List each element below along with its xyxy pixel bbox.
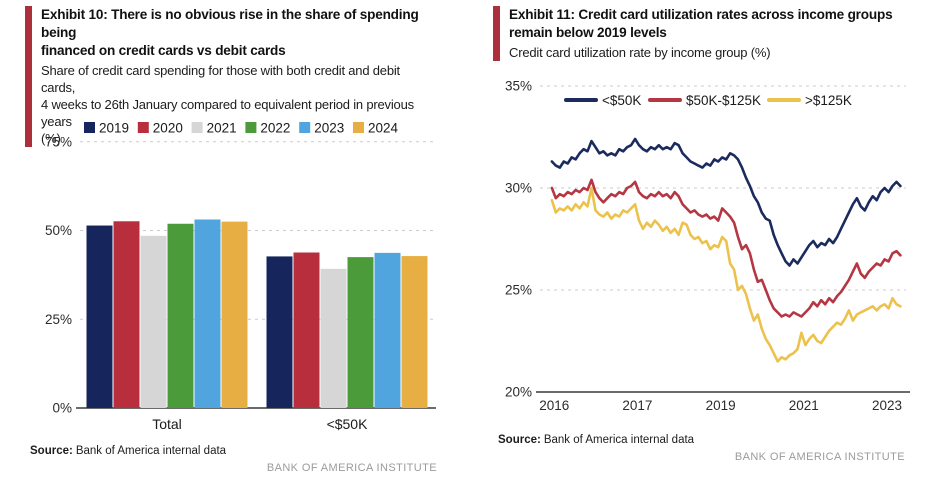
exhibit-10-accent-bar: [25, 6, 32, 147]
y-tick-label-75: 75%: [45, 134, 72, 149]
legend-swatch-2021: [191, 122, 203, 133]
category-label-0: Total: [152, 416, 182, 432]
utilization-line-chart: 20% 25% 30% 35% 2016 2017 2019 2021 2023 <$50K $50…: [486, 78, 936, 417]
exhibit-11-institute-label: BANK OF AMERICA INSTITUTE: [734, 451, 905, 463]
bar-2023-Total: [194, 219, 221, 408]
y-tick-label-0: 0%: [52, 401, 72, 416]
bar-2022-Total: [167, 223, 194, 408]
bar-chart-svg: 0% 25% 50% 75% Total <$50K 2019 2020 2021 2022 202…: [45, 121, 436, 432]
y-tick-label-30: 30%: [505, 181, 532, 196]
y-tick-label-20: 20%: [505, 385, 532, 400]
source-label: Source:: [498, 434, 541, 446]
exhibit-11-title: Exhibit 11: Credit card utilization rate…: [509, 7, 893, 40]
legend-label-2024: 2024: [368, 121, 399, 136]
series-line->$125K: [550, 186, 902, 363]
x-tick-label-2017: 2017: [622, 398, 652, 412]
exhibit-11-source: Source: Bank of America internal data: [498, 434, 694, 446]
bar-2021-Total: [140, 235, 167, 408]
exhibit-10-subtitle: Share of credit card spending for those …: [41, 63, 414, 146]
y-tick-label-25: 25%: [505, 283, 532, 298]
legend-swatch-2020: [137, 122, 149, 133]
source-text: Bank of America internal data: [75, 445, 227, 457]
x-tick-label-2021: 2021: [789, 398, 819, 412]
x-tick-label-2016: 2016: [539, 398, 569, 412]
legend-swatch-2022: [245, 122, 257, 133]
bar-2019-<$50K: [266, 256, 293, 408]
legend-swatch-2023: [299, 122, 311, 133]
y-tick-label-50: 50%: [45, 223, 72, 238]
legend-label-2022: 2022: [260, 121, 290, 136]
legend-label-2023: 2023: [314, 121, 344, 136]
credit-vs-debit-bar-chart: 0% 25% 50% 75% Total <$50K 2019 2020 2021 2022 202…: [26, 112, 466, 451]
x-tick-label-2023: 2023: [872, 398, 902, 412]
bar-2024-<$50K: [401, 256, 428, 408]
exhibit-11-accent-bar: [493, 6, 500, 61]
category-label-1: <$50K: [327, 416, 369, 432]
legend-swatch-2024: [353, 122, 364, 133]
bar-2023-<$50K: [374, 252, 401, 408]
series-line-<$50K: [550, 137, 902, 267]
legend-label->$125K: >$125K: [805, 93, 852, 108]
legend-label-$50K-$125K: $50K-$125K: [686, 93, 761, 108]
legend-label-2019: 2019: [99, 121, 129, 136]
y-tick-label-35: 35%: [505, 79, 532, 94]
source-label: Source:: [30, 445, 73, 457]
line-chart-svg: 20% 25% 30% 35% 2016 2017 2019 2021 2023 <$50K $50…: [505, 79, 910, 413]
exhibit-11-subtitle: Credit card utilization rate by income g…: [509, 45, 771, 60]
legend-label-2020: 2020: [153, 121, 183, 136]
bar-2020-Total: [113, 221, 140, 408]
exhibit-10-header: Exhibit 10: There is no obvious rise in …: [25, 6, 437, 147]
bar-2024-Total: [221, 221, 248, 408]
exhibit-11-header: Exhibit 11: Credit card utilization rate…: [493, 6, 905, 61]
exhibit-10-panel: Exhibit 10: There is no obvious rise in …: [25, 6, 466, 474]
exhibit-11-panel: Exhibit 11: Credit card utilization rate…: [468, 0, 936, 496]
exhibit-10-title: Exhibit 10: There is no obvious rise in …: [41, 7, 419, 58]
exhibit-10-source: Source: Bank of America internal data: [30, 445, 226, 457]
series-line-$50K-$125K: [550, 178, 902, 318]
bar-2019-Total: [86, 225, 113, 408]
bar-2020-<$50K: [293, 252, 320, 408]
source-text: Bank of America internal data: [543, 434, 695, 446]
legend-swatch-2019: [84, 122, 95, 133]
bar-2021-<$50K: [320, 268, 347, 408]
y-tick-label-25: 25%: [45, 312, 72, 327]
bar-2022-<$50K: [347, 257, 374, 408]
legend-label-2021: 2021: [207, 121, 237, 136]
exhibit-10-institute-label: BANK OF AMERICA INSTITUTE: [266, 462, 437, 474]
legend-label-<$50K: <$50K: [602, 93, 641, 108]
x-tick-label-2019: 2019: [706, 398, 736, 412]
